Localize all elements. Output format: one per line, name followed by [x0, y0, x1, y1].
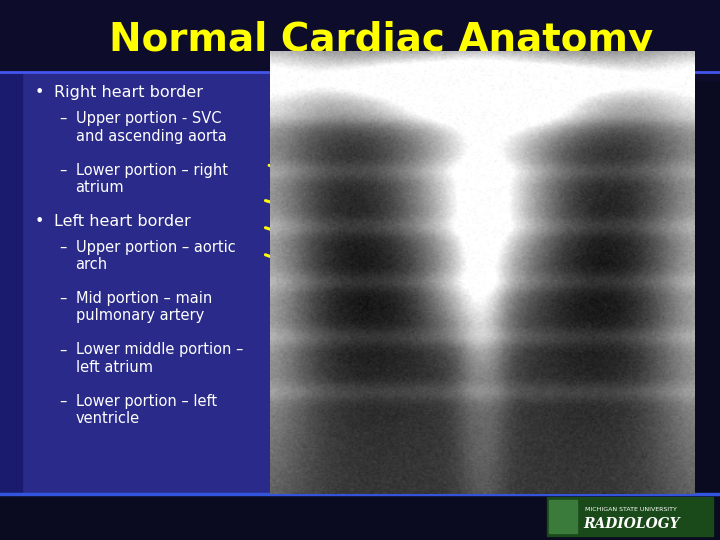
Bar — [22, 72, 270, 494]
Bar — [547, 497, 713, 536]
Text: Lower portion – right
atrium: Lower portion – right atrium — [76, 163, 228, 195]
Text: Lower middle portion –
left atrium: Lower middle portion – left atrium — [76, 342, 243, 375]
Text: –: – — [59, 342, 66, 357]
Text: Upper portion – aortic
arch: Upper portion – aortic arch — [76, 240, 235, 272]
Text: –: – — [59, 240, 66, 255]
Text: Right heart border: Right heart border — [54, 85, 203, 100]
Text: Mid portion – main
pulmonary artery: Mid portion – main pulmonary artery — [76, 291, 212, 323]
Bar — [549, 500, 577, 533]
Bar — [0, 0, 720, 80]
Text: –: – — [59, 394, 66, 409]
Text: –: – — [59, 111, 66, 126]
Bar — [0, 72, 22, 494]
Text: Upper portion - SVC
and ascending aorta: Upper portion - SVC and ascending aorta — [76, 111, 226, 144]
Text: MICHIGAN STATE UNIVERSITY: MICHIGAN STATE UNIVERSITY — [585, 507, 677, 512]
Text: •: • — [35, 85, 44, 100]
Text: –: – — [59, 163, 66, 178]
Text: Left heart border: Left heart border — [54, 214, 191, 229]
Text: RADIOLOGY: RADIOLOGY — [583, 517, 680, 531]
Text: Lower portion – left
ventricle: Lower portion – left ventricle — [76, 394, 217, 426]
Text: Normal Cardiac Anatomy: Normal Cardiac Anatomy — [109, 21, 654, 59]
Bar — [0, 494, 720, 540]
Text: –: – — [59, 291, 66, 306]
Text: •: • — [35, 214, 44, 229]
